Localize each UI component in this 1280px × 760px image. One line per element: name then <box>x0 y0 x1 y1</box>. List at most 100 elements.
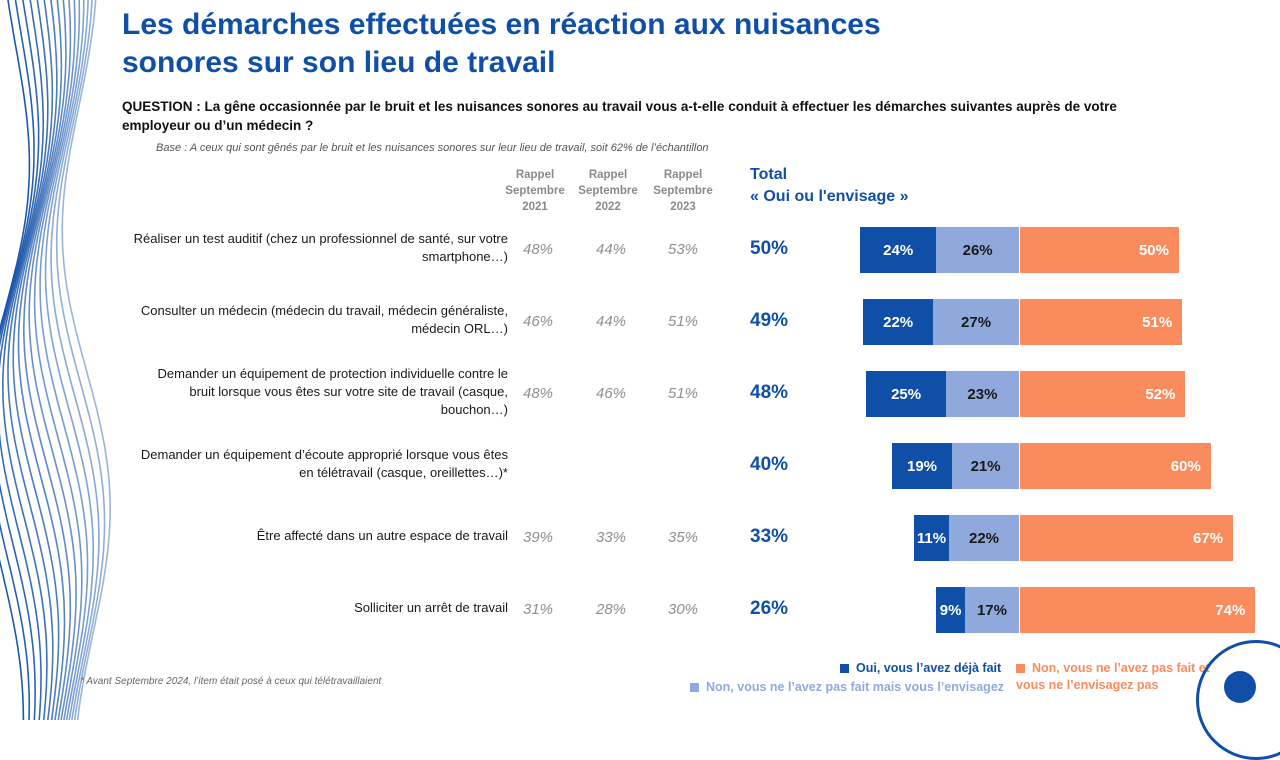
bar-segment-envisage: 22% <box>949 515 1019 561</box>
total-value: 48% <box>750 382 789 403</box>
base-note: Base : A ceux qui sont gênés par le brui… <box>156 142 709 154</box>
total-header-line2: « Oui ou l'envisage » <box>750 188 909 205</box>
total-value: 40% <box>750 454 789 475</box>
row-label-line: Consulter un médecin (médecin du travail… <box>140 303 508 318</box>
bar-value-label: 22% <box>968 529 1000 547</box>
bar-value-label: 74% <box>1215 601 1246 619</box>
wave-line <box>17 0 66 720</box>
column-header-line: Rappel <box>588 169 628 181</box>
total-value: 26% <box>750 598 789 619</box>
history-value-2021: 48% <box>522 241 554 258</box>
row-label-line: bouchon…) <box>440 402 508 417</box>
row-label-line: Réaliser un test auditif (chez un profes… <box>133 231 508 246</box>
bar-value-label: 27% <box>961 313 992 331</box>
history-value-2023: 30% <box>667 601 699 618</box>
row-label-line: smartphone…) <box>422 249 508 264</box>
wave-line <box>7 0 54 720</box>
wave-line <box>55 0 106 720</box>
wave-line <box>33 0 83 720</box>
total-value: 33% <box>750 526 789 547</box>
bar-value-label: 9% <box>939 601 962 619</box>
wave-line <box>0 0 40 720</box>
column-header-line: 2022 <box>595 201 621 213</box>
bar-value-label: 52% <box>1145 385 1176 403</box>
page-title-line1: Les démarches effectuées en réaction aux… <box>122 8 881 41</box>
wave-decoration <box>0 0 111 720</box>
bar-segment-envisage: 23% <box>945 371 1019 417</box>
bar-value-label: 24% <box>883 241 914 259</box>
wave-line <box>22 0 72 720</box>
bar-segment-envisage: 17% <box>964 587 1019 633</box>
page-title: Les démarches effectuées en réaction aux… <box>122 6 1022 82</box>
legend-label: Non, vous ne l’avez pas fait mais vous l… <box>706 680 1005 694</box>
legend-label: Oui, vous l’avez déjà fait <box>856 661 1002 675</box>
row-label: Demander un équipement de protection ind… <box>108 365 509 419</box>
column-header-line: 2023 <box>670 201 696 213</box>
row-label-line: médecin ORL…) <box>411 321 508 336</box>
wave-line <box>61 0 111 720</box>
footnote: * Avant Septembre 2024, l’item était pos… <box>80 676 382 687</box>
row-label-line: Demander un équipement de protection ind… <box>157 366 509 381</box>
bar-segment-non: 74% <box>1020 587 1256 633</box>
bar-segment-oui: 24% <box>860 227 937 273</box>
column-header-2022: Rappel Septembre 2022 <box>568 167 648 215</box>
wave-line <box>0 0 31 720</box>
history-value-2022: 46% <box>595 385 627 402</box>
legend-label-line2: vous ne l’envisagez pas <box>1016 678 1159 692</box>
bar-segment-non: 51% <box>1020 299 1183 345</box>
row-label: Demander un équipement d’écoute appropri… <box>108 446 508 482</box>
bar-value-label: 67% <box>1193 529 1224 547</box>
bar-segment-envisage: 27% <box>933 299 1019 345</box>
history-value-2021: 48% <box>522 385 554 402</box>
row-label-line: bruit lorsque vous êtes sur votre site d… <box>189 384 508 399</box>
question-line2: employeur ou d’un médecin ? <box>122 118 314 133</box>
wave-line <box>12 0 60 720</box>
history-value-2022: 44% <box>595 313 627 330</box>
history-value-2022: 44% <box>595 241 627 258</box>
legend-label: Non, vous ne l’avez pas fait et vous ne … <box>1016 660 1210 694</box>
row-label-line: Demander un équipement d’écoute appropri… <box>140 447 508 462</box>
history-value-2023: 51% <box>667 385 699 402</box>
bar-segment-non: 52% <box>1020 371 1186 417</box>
bar-value-label: 22% <box>883 313 914 331</box>
bar-segment-non: 50% <box>1020 227 1179 273</box>
history-value-2022: 33% <box>595 529 627 546</box>
bar-segment-oui: 9% <box>936 587 965 633</box>
bar-segment-non: 60% <box>1020 443 1211 489</box>
bar-segment-non: 67% <box>1020 515 1234 561</box>
question-line1: QUESTION : La gêne occasionnée par le br… <box>122 99 1117 114</box>
bar-value-label: 21% <box>970 457 1001 475</box>
column-header-line: 2021 <box>522 201 548 213</box>
row-label: Solliciter un arrêt de travail <box>108 599 508 617</box>
total-value: 49% <box>750 310 789 331</box>
legend-swatch-light <box>690 683 699 692</box>
legend-label-line1: Non, vous ne l’avez pas fait et <box>1032 661 1210 675</box>
total-value: 50% <box>750 238 789 259</box>
column-header-line: Rappel <box>515 169 555 181</box>
row-label-line: Solliciter un arrêt de travail <box>354 600 508 615</box>
bar-value-label: 17% <box>976 601 1007 619</box>
history-value-2023: 35% <box>667 529 699 546</box>
bar-value-label: 50% <box>1138 241 1169 259</box>
bar-segment-oui: 25% <box>866 371 946 417</box>
row-label: Être affecté dans un autre espace de tra… <box>108 527 508 545</box>
history-value-2022: 28% <box>595 601 627 618</box>
bar-segment-oui: 22% <box>863 299 934 345</box>
row-label: Consulter un médecin (médecin du travail… <box>108 302 508 338</box>
wave-line <box>0 0 44 720</box>
column-header-line: Septembre <box>653 185 713 197</box>
total-header-line1: Total <box>750 166 788 183</box>
bar-value-label: 25% <box>891 385 922 403</box>
column-header-line: Septembre <box>505 185 565 197</box>
legend-swatch-orange <box>1016 664 1025 673</box>
wave-line <box>1 0 49 720</box>
question-text: QUESTION : La gêne occasionnée par le br… <box>122 97 1202 135</box>
wave-line <box>44 0 94 720</box>
wave-line <box>0 0 35 720</box>
column-header-2021: Rappel Septembre 2021 <box>495 167 575 215</box>
bar-value-label: 51% <box>1142 313 1173 331</box>
bar-value-label: 26% <box>962 241 993 259</box>
legend-item-non: Non, vous ne l’avez pas fait et vous ne … <box>1016 660 1210 694</box>
history-value-2023: 53% <box>667 241 699 258</box>
logo-dot <box>1224 671 1256 703</box>
